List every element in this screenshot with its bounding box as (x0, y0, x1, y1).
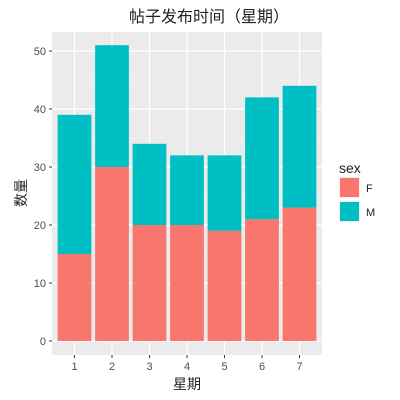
bar-M-6 (245, 97, 279, 220)
bar-M-2 (95, 45, 129, 168)
legend-swatch-F (340, 178, 359, 197)
bar-M-7 (282, 85, 317, 208)
bar-M-5 (207, 155, 242, 231)
x-tick-label: 3 (146, 361, 152, 373)
y-tick-label: 40 (34, 104, 46, 116)
bar-F-4 (170, 225, 204, 341)
y-axis-title: 数量 (14, 179, 30, 207)
y-tick-label: 20 (34, 220, 46, 232)
legend-label-M: M (366, 207, 375, 219)
legend-title: sex (339, 160, 361, 176)
bar-F-6 (245, 219, 279, 341)
bar-F-5 (207, 230, 242, 341)
legend-swatch-M (340, 202, 359, 221)
bar-M-3 (132, 143, 167, 225)
bar-F-1 (57, 254, 92, 341)
y-tick-label: 0 (40, 336, 46, 348)
bar-F-2 (95, 167, 129, 341)
bar-F-3 (132, 225, 167, 341)
legend-entries: FM (339, 177, 375, 222)
legend: sex FM (339, 160, 375, 222)
x-tick-label: 1 (71, 361, 77, 373)
bar-M-4 (170, 155, 204, 225)
x-tick-label: 5 (221, 361, 227, 373)
y-tick-label: 30 (34, 162, 46, 174)
x-tick-label: 2 (109, 361, 115, 373)
legend-label-F: F (366, 183, 373, 195)
y-tick-label: 50 (34, 46, 46, 58)
bars (57, 45, 317, 341)
bar-F-7 (282, 207, 317, 341)
y-tick-label: 10 (34, 278, 46, 290)
y-axis-ticks: 0 10 20 30 40 50 (34, 46, 52, 348)
chart-title: 帖子发布时间（星期） (129, 7, 289, 26)
x-axis-ticks: 1 2 3 4 5 6 7 (71, 355, 303, 373)
x-tick-label: 4 (184, 361, 190, 373)
x-tick-label: 7 (296, 361, 302, 373)
x-tick-label: 6 (259, 361, 265, 373)
x-axis-title: 星期 (173, 377, 201, 393)
bar-M-1 (57, 114, 92, 254)
